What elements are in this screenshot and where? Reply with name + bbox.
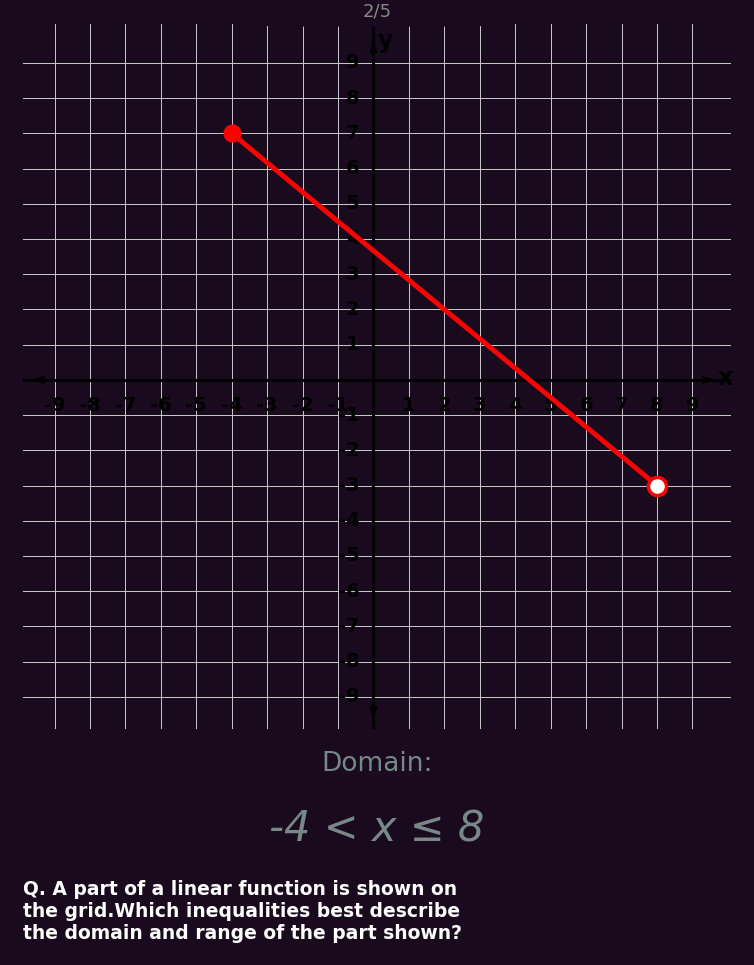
Text: 3: 3 (473, 396, 486, 415)
Text: -2: -2 (292, 396, 314, 415)
Text: Q. A part of a linear function is shown on
the grid.Which inequalities best desc: Q. A part of a linear function is shown … (23, 880, 461, 944)
Text: -2: -2 (338, 441, 359, 459)
Text: -3: -3 (256, 396, 278, 415)
FancyArrow shape (370, 42, 377, 64)
Text: 6: 6 (579, 396, 593, 415)
Text: -3: -3 (338, 476, 359, 495)
Text: 3: 3 (346, 264, 359, 284)
Text: -8: -8 (79, 396, 101, 415)
Text: -9: -9 (338, 687, 359, 706)
Text: 2/5: 2/5 (363, 3, 391, 20)
Text: 8: 8 (345, 89, 359, 107)
FancyBboxPatch shape (241, 0, 513, 27)
Text: 5: 5 (544, 396, 557, 415)
Text: -7: -7 (338, 617, 359, 636)
Text: 8: 8 (650, 396, 664, 415)
Text: 7: 7 (346, 124, 359, 143)
Text: 2: 2 (345, 300, 359, 318)
Text: -5: -5 (185, 396, 207, 415)
Text: 1: 1 (345, 335, 359, 354)
Text: -1: -1 (338, 405, 359, 425)
Text: -6: -6 (150, 396, 172, 415)
Text: -4 < x ≤ 8: -4 < x ≤ 8 (269, 809, 485, 850)
Text: 1: 1 (402, 396, 415, 415)
Text: Domain:: Domain: (321, 751, 433, 777)
Text: -1: -1 (327, 396, 349, 415)
Text: -6: -6 (338, 582, 359, 600)
Text: 4: 4 (345, 230, 359, 248)
Text: -7: -7 (115, 396, 136, 415)
FancyArrow shape (34, 376, 55, 383)
Text: -4: -4 (221, 396, 243, 415)
Text: -9: -9 (44, 396, 66, 415)
Text: x: x (717, 366, 733, 390)
Text: 9: 9 (685, 396, 699, 415)
Text: -8: -8 (338, 652, 359, 671)
Text: 6: 6 (345, 159, 359, 178)
Text: 5: 5 (345, 194, 359, 213)
FancyArrow shape (370, 697, 377, 718)
Text: 4: 4 (508, 396, 522, 415)
Text: -4: -4 (338, 511, 359, 530)
Text: y: y (379, 29, 394, 53)
Text: -5: -5 (338, 546, 359, 565)
FancyArrow shape (692, 376, 713, 383)
Text: 9: 9 (346, 53, 359, 72)
Text: 2: 2 (437, 396, 451, 415)
Text: 7: 7 (615, 396, 628, 415)
